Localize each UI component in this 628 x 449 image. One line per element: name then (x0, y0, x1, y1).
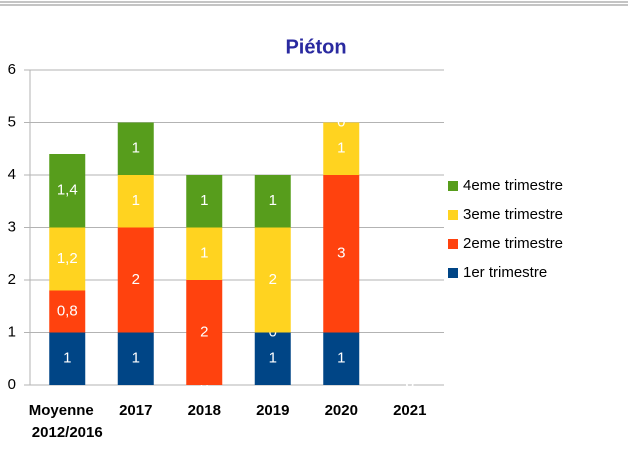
value-label: 0 (406, 376, 414, 393)
bar-segment (186, 280, 223, 385)
legend-swatch (448, 239, 458, 249)
bar-segment (49, 227, 86, 291)
value-label: 1 (200, 245, 208, 262)
x-tick-label: 2020 (325, 402, 358, 419)
bar-segment (117, 175, 154, 228)
legend-label: 1er trimestre (463, 264, 547, 281)
y-tick-label: 4 (8, 166, 16, 183)
bar-segment (323, 122, 360, 175)
bar-segment (186, 175, 223, 228)
value-label: 1 (132, 350, 140, 367)
bar-segment (117, 122, 154, 175)
y-tick-label: 6 (8, 61, 16, 78)
x-tick-label: 2018 (188, 402, 221, 419)
value-label: 1 (269, 192, 277, 209)
x-tick-label: 2021 (393, 402, 426, 419)
bar-segment (254, 332, 291, 385)
bar-segment (323, 175, 360, 333)
bar-segment (117, 332, 154, 385)
bar-segment (49, 290, 86, 333)
legend-label: 3eme trimestre (463, 206, 563, 223)
value-label: 2 (269, 271, 277, 288)
bar-segment (49, 154, 86, 228)
legend-swatch (448, 181, 458, 191)
bar-segment (323, 332, 360, 385)
value-label: 1 (269, 350, 277, 367)
bar-segment (117, 227, 154, 333)
value-label: 1,2 (57, 250, 78, 267)
value-label: 0 (406, 376, 414, 393)
bar-segment (49, 332, 86, 385)
value-label: 1 (337, 350, 345, 367)
value-label: 1 (132, 192, 140, 209)
value-label: 0,8 (57, 302, 78, 319)
value-label: 3 (337, 245, 345, 262)
x-tick-label: 2017 (119, 402, 152, 419)
value-label: 2 (200, 323, 208, 340)
bar-segment (254, 227, 291, 333)
y-tick-label: 0 (8, 376, 16, 393)
bar-segment (186, 227, 223, 280)
value-label: 0 (337, 113, 345, 130)
value-label: 1 (63, 350, 71, 367)
value-label: 0 (406, 376, 414, 393)
value-label: 1,4 (57, 182, 78, 199)
y-tick-label: 1 (8, 323, 16, 340)
legend-label: 4eme trimestre (463, 177, 563, 194)
chart-title: Piéton (285, 36, 346, 58)
bar-segment (254, 175, 291, 228)
value-label: 2 (132, 271, 140, 288)
y-tick-label: 5 (8, 113, 16, 130)
value-label: 1 (132, 140, 140, 157)
x-tick-label: 2019 (256, 402, 289, 419)
value-label: 0 (406, 376, 414, 393)
legend-label: 2eme trimestre (463, 235, 563, 252)
legend-swatch (448, 210, 458, 220)
y-tick-label: 2 (8, 271, 16, 288)
value-label: 1 (200, 192, 208, 209)
x-tick-label: Moyenne 2012/2016 (29, 402, 103, 441)
value-label: 1 (337, 140, 345, 157)
y-tick-label: 3 (8, 218, 16, 235)
legend-swatch (448, 268, 458, 278)
